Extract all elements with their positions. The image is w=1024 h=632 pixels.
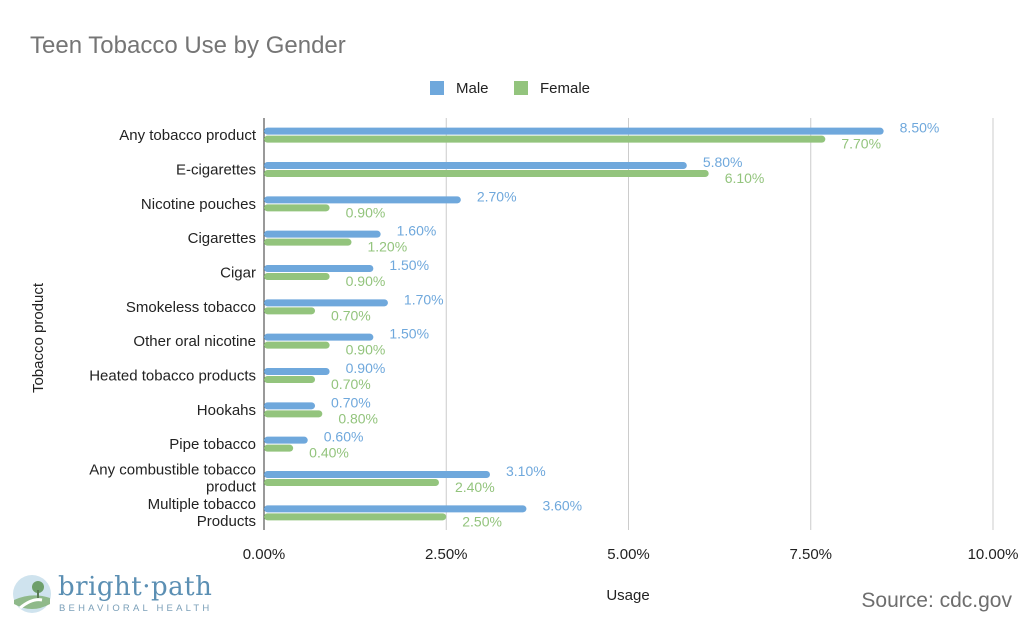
data-label-female: 0.90%	[346, 204, 386, 220]
legend-swatch-male	[430, 81, 444, 95]
x-tick-label: 2.50%	[425, 546, 468, 563]
data-label-female: 7.70%	[841, 136, 881, 152]
bar-female	[264, 204, 330, 212]
category-label: E-cigarettes	[176, 162, 256, 179]
category-label: Smokeless tobacco	[126, 299, 256, 316]
bar-male	[264, 471, 490, 478]
bar-female	[264, 307, 316, 315]
data-label-male: 1.50%	[389, 326, 429, 342]
data-label-male: 1.70%	[404, 291, 444, 307]
bar-male	[264, 162, 687, 169]
category-label: Hookahs	[197, 402, 256, 419]
chart-title: Teen Tobacco Use by Gender	[30, 32, 346, 59]
data-label-male: 2.70%	[477, 188, 517, 204]
x-tick-label: 10.00%	[968, 546, 1019, 563]
data-label-female: 1.20%	[367, 239, 407, 255]
data-label-male: 1.60%	[397, 223, 437, 239]
bar-female	[264, 341, 330, 349]
bar-male	[264, 436, 308, 444]
data-label-female: 0.40%	[309, 445, 349, 461]
bar-male	[264, 230, 381, 238]
data-label-female: 2.50%	[462, 513, 502, 529]
bar-male	[264, 333, 374, 341]
data-label-male: 5.80%	[703, 154, 743, 170]
bar-female	[264, 170, 709, 177]
bar-female	[264, 135, 826, 143]
x-axis-title: Usage	[606, 587, 649, 604]
bar-male	[264, 368, 330, 375]
y-axis-title: Tobacco product	[30, 282, 47, 393]
data-label-female: 0.90%	[346, 342, 386, 358]
data-label-male: 3.60%	[542, 497, 582, 513]
logo-wordmark: bright·path	[58, 572, 213, 602]
data-label-female: 6.10%	[725, 170, 765, 186]
bar-female	[264, 513, 447, 521]
bright-path-logo: bright·path BEHAVIORAL HEALTH	[12, 572, 222, 618]
legend-swatch-female	[514, 81, 528, 95]
data-label-male: 1.50%	[389, 257, 429, 273]
category-label: Nicotine pouches	[141, 196, 256, 213]
bar-female	[264, 376, 316, 383]
x-tick-label: 7.50%	[789, 546, 832, 563]
data-label-female: 0.70%	[331, 376, 371, 392]
bar-female	[264, 238, 352, 246]
bar-female	[264, 410, 323, 418]
logo-subtitle: BEHAVIORAL HEALTH	[59, 603, 213, 614]
category-label: Any combustible tobacco product	[89, 462, 257, 496]
data-label-male: 0.60%	[324, 429, 364, 445]
data-label-female: 2.40%	[455, 479, 495, 495]
bar-female	[264, 444, 294, 452]
logo-emblem-icon	[13, 575, 51, 613]
legend-label-female: Female	[540, 80, 590, 97]
category-label: Pipe tobacco	[169, 436, 256, 453]
category-label: Other oral nicotine	[133, 333, 256, 350]
data-label-male: 3.10%	[506, 463, 546, 479]
x-tick-label: 0.00%	[243, 546, 286, 563]
data-label-female: 0.80%	[338, 410, 378, 426]
bar-male	[264, 299, 388, 307]
data-label-male: 8.50%	[900, 120, 940, 136]
category-label: Cigarettes	[188, 230, 256, 247]
category-label: Any tobacco product	[119, 127, 257, 144]
bar-male	[264, 127, 884, 135]
bar-male	[264, 265, 374, 272]
bar-male	[264, 402, 316, 410]
bar-male	[264, 505, 527, 513]
data-label-male: 0.70%	[331, 394, 371, 410]
bar-female	[264, 273, 330, 280]
data-label-female: 0.70%	[331, 307, 371, 323]
x-tick-label: 5.00%	[607, 546, 650, 563]
data-label-female: 0.90%	[346, 273, 386, 289]
source-note: Source: cdc.gov	[861, 589, 1012, 612]
category-label: Cigar	[220, 265, 256, 282]
category-label: Heated tobacco products	[89, 368, 256, 385]
data-label-male: 0.90%	[346, 360, 386, 376]
legend-label-male: Male	[456, 80, 489, 97]
bar-female	[264, 479, 439, 486]
bar-male	[264, 196, 461, 204]
category-label: Multiple tobacco Products	[148, 496, 256, 530]
